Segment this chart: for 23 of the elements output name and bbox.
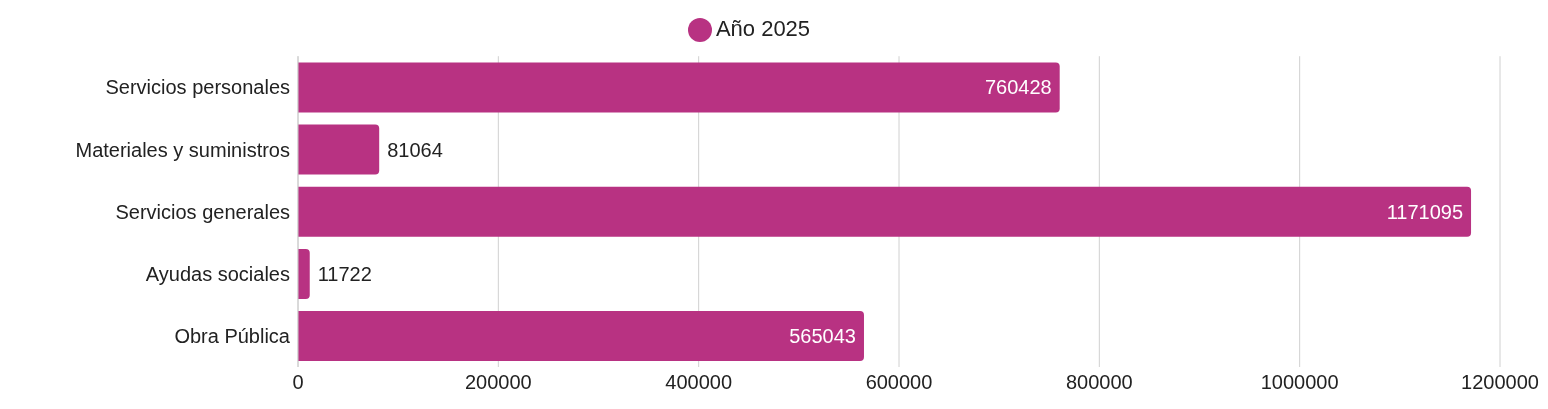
x-tick-label: 1000000 (1260, 371, 1339, 394)
x-tick-label: 1200000 (1461, 371, 1539, 394)
x-tick-label: 400000 (665, 371, 733, 394)
x-tick-label: 600000 (865, 371, 933, 394)
y-tick-label: Servicios generales (115, 200, 290, 223)
data-label: 11722 (317, 262, 372, 285)
bar (298, 62, 1060, 113)
data-label: 760428 (984, 76, 1052, 99)
y-tick-label: Servicios personales (105, 76, 290, 99)
data-label: 81064 (387, 138, 443, 161)
bar (298, 124, 380, 175)
y-tick-label: Materiales y suministros (75, 138, 290, 161)
y-tick-label: Obra Pública (174, 325, 291, 348)
data-label: 1171095 (1386, 200, 1464, 223)
legend-label: Año 2025 (715, 16, 811, 41)
data-label: 565043 (789, 325, 856, 348)
bar (298, 311, 864, 362)
y-tick-label: Ayudas sociales (145, 262, 290, 285)
x-tick-label: 800000 (1065, 371, 1133, 394)
x-tick-label: 200000 (464, 371, 532, 394)
bar (298, 186, 1472, 237)
x-tick-label: 0 (292, 371, 304, 394)
bar (298, 248, 310, 299)
